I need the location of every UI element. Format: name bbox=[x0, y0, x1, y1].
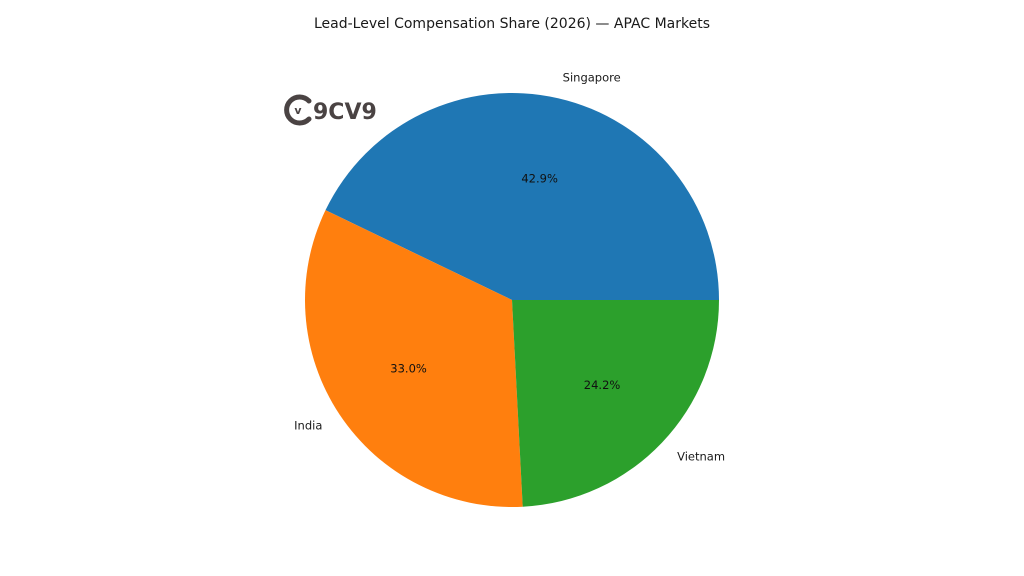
logo-wordmark: 9CV9 bbox=[313, 100, 377, 125]
slice-label-vietnam: Vietnam bbox=[677, 449, 725, 463]
pie-percent-labels: 42.9% 33.0% 24.2% bbox=[390, 171, 620, 392]
brand-logo: v 9CV9 bbox=[284, 94, 377, 126]
slice-label-india: India bbox=[294, 419, 322, 433]
chart-title: Lead-Level Compensation Share (2026) — A… bbox=[314, 16, 710, 32]
pct-label-india: 33.0% bbox=[390, 361, 427, 375]
slice-label-singapore: Singapore bbox=[563, 71, 621, 85]
pie-slices bbox=[304, 93, 719, 507]
logo-mark-icon: v bbox=[284, 94, 312, 126]
pie-slice-vietnam bbox=[512, 300, 719, 507]
pie-category-labels: Singapore India Vietnam bbox=[294, 71, 725, 464]
pct-label-singapore: 42.9% bbox=[521, 171, 558, 185]
pie-slice-india bbox=[304, 210, 523, 507]
pct-label-vietnam: 24.2% bbox=[584, 378, 621, 392]
pie-slice-singapore bbox=[325, 93, 719, 300]
logo-mark-letter: v bbox=[294, 104, 302, 117]
